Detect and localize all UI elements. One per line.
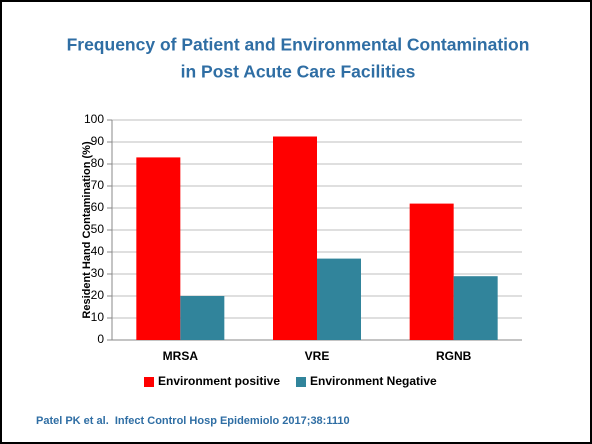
y-tick-label: 60 <box>91 200 105 214</box>
y-tick-label: 50 <box>91 222 105 236</box>
x-tick-label: VRE <box>305 349 330 363</box>
chart-title: Frequency of Patient and Environmental C… <box>67 35 530 55</box>
y-tick-label: 90 <box>91 134 105 148</box>
bar <box>409 203 454 340</box>
y-tick-label: 30 <box>91 266 105 280</box>
bar <box>453 276 498 340</box>
bar <box>180 296 225 340</box>
bar <box>273 136 317 340</box>
bar <box>317 258 361 340</box>
legend-label: Environment Negative <box>310 374 437 388</box>
x-tick-label: RGNB <box>436 349 472 363</box>
y-axis-label: Resident Hand Contamination (%) <box>81 141 93 319</box>
legend-swatch <box>296 377 306 387</box>
y-tick-label: 10 <box>91 310 105 324</box>
x-tick-label: MRSA <box>163 349 199 363</box>
bar <box>136 157 181 340</box>
source-note: Patel PK et al. Infect Control Hosp Epid… <box>36 415 350 427</box>
chart-title: in Post Acute Care Facilities <box>181 62 416 82</box>
y-tick-label: 70 <box>91 178 105 192</box>
legend-swatch <box>144 377 154 387</box>
y-tick-label: 40 <box>91 244 105 258</box>
y-tick-label: 100 <box>84 112 104 126</box>
y-tick-label: 0 <box>97 332 104 346</box>
legend-label: Environment positive <box>158 374 280 388</box>
y-tick-label: 80 <box>91 156 105 170</box>
y-tick-label: 20 <box>91 288 105 302</box>
